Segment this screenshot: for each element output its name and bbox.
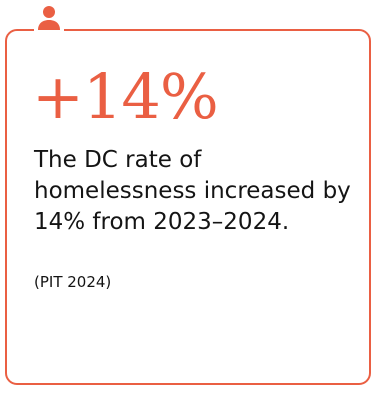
card-border — [5, 29, 371, 385]
icon-badge — [34, 4, 64, 44]
person-icon — [38, 6, 60, 30]
stat-description: The DC rate of homelessness increased by… — [34, 147, 351, 235]
stat-source: (PIT 2024) — [34, 273, 112, 291]
stat-value: +14% — [32, 60, 219, 133]
